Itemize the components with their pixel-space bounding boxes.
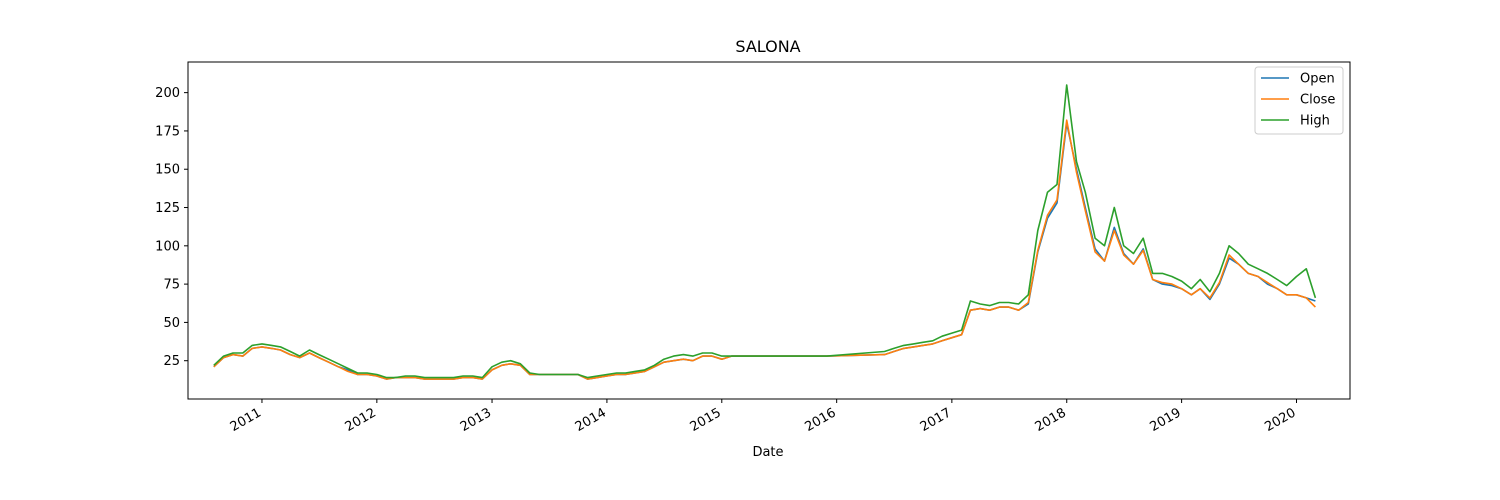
x-axis-label: Date xyxy=(752,445,783,460)
x-tick-label: 2020 xyxy=(1262,405,1298,435)
x-tick-label: 2019 xyxy=(1147,405,1183,435)
legend: Open Close High xyxy=(1254,66,1344,135)
legend-label-high: High xyxy=(1300,114,1330,129)
x-tick-label: 2016 xyxy=(803,405,839,435)
y-axis: 25 50 75 100 125 150 175 200 xyxy=(155,86,188,369)
y-tick-label: 125 xyxy=(155,201,180,216)
x-axis: 2011 2012 2013 2014 2015 2016 2017 2018 2019 2020 xyxy=(228,399,1298,435)
legend-label-close: Close xyxy=(1300,93,1335,108)
x-tick-label: 2018 xyxy=(1033,405,1069,435)
x-tick-label: 2013 xyxy=(458,405,494,435)
x-tick-label: 2011 xyxy=(228,405,264,435)
series-line-close xyxy=(213,119,1316,380)
series-layer xyxy=(213,84,1317,380)
y-tick-label: 75 xyxy=(163,278,180,293)
y-tick-label: 175 xyxy=(155,124,180,139)
x-tick-label: 2012 xyxy=(343,405,379,435)
series-line-high xyxy=(213,84,1317,379)
y-tick-label: 150 xyxy=(155,163,180,178)
y-tick-label: 200 xyxy=(155,86,180,101)
x-tick-label: 2017 xyxy=(918,405,954,435)
y-tick-label: 100 xyxy=(155,239,180,254)
plot-frame xyxy=(187,61,1351,400)
y-tick-label: 50 xyxy=(163,316,180,331)
x-tick-label: 2015 xyxy=(688,405,724,435)
x-tick-label: 2014 xyxy=(573,405,609,435)
legend-box xyxy=(1254,66,1344,135)
legend-label-open: Open xyxy=(1300,72,1335,87)
chart-title: SALONA xyxy=(735,37,800,56)
y-tick-label: 25 xyxy=(163,354,180,369)
series-line-open xyxy=(213,122,1316,380)
